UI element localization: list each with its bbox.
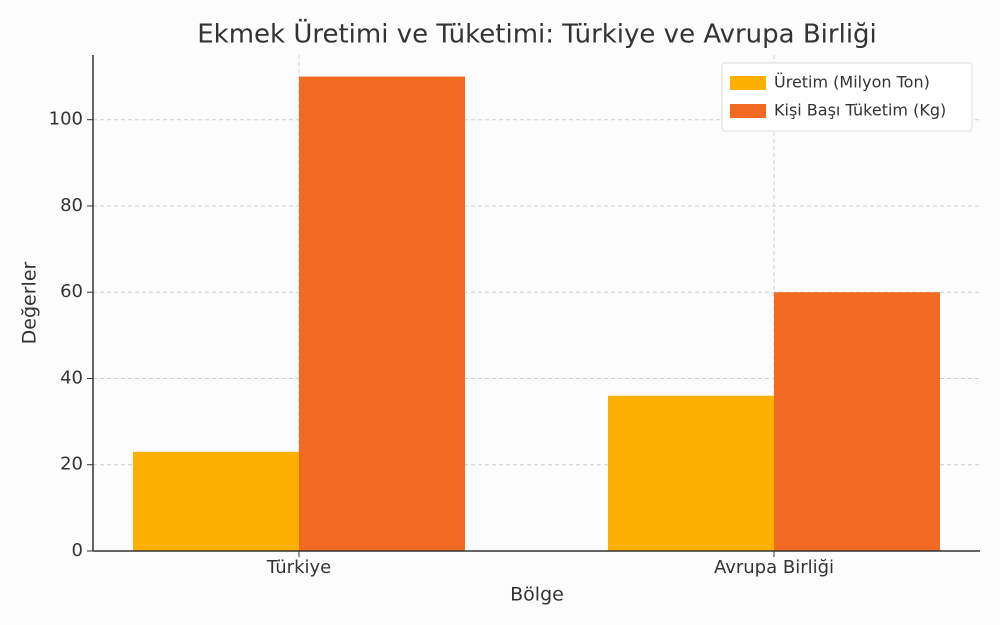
bar [608,395,774,551]
y-tick-label: 80 [60,195,83,216]
legend-label: Üretim (Milyon Ton) [774,73,930,92]
y-axis-label: Değerler [19,261,41,344]
legend: Üretim (Milyon Ton) Kişi Başı Tüketim (Kg… [721,62,973,132]
y-tick-label: 60 [60,281,83,302]
x-tick-label: Avrupa Birliği [714,557,834,578]
bar [133,451,299,551]
y-tick-label: 0 [72,540,83,561]
y-tick-label: 20 [60,454,83,475]
bar [774,292,940,551]
legend-box [721,62,973,132]
legend-swatch [730,104,766,118]
chart-title: Ekmek Üretimi ve Tüketimi: Türkiye ve Av… [197,18,877,50]
x-axis-label: Bölge [510,584,564,606]
bar [299,76,465,551]
y-tick-label: 40 [60,367,83,388]
y-tick-label: 100 [49,109,83,130]
x-tick-label: Türkiye [266,557,332,578]
legend-swatch [730,76,766,90]
legend-label: Kişi Başı Tüketim (Kg) [774,101,946,120]
